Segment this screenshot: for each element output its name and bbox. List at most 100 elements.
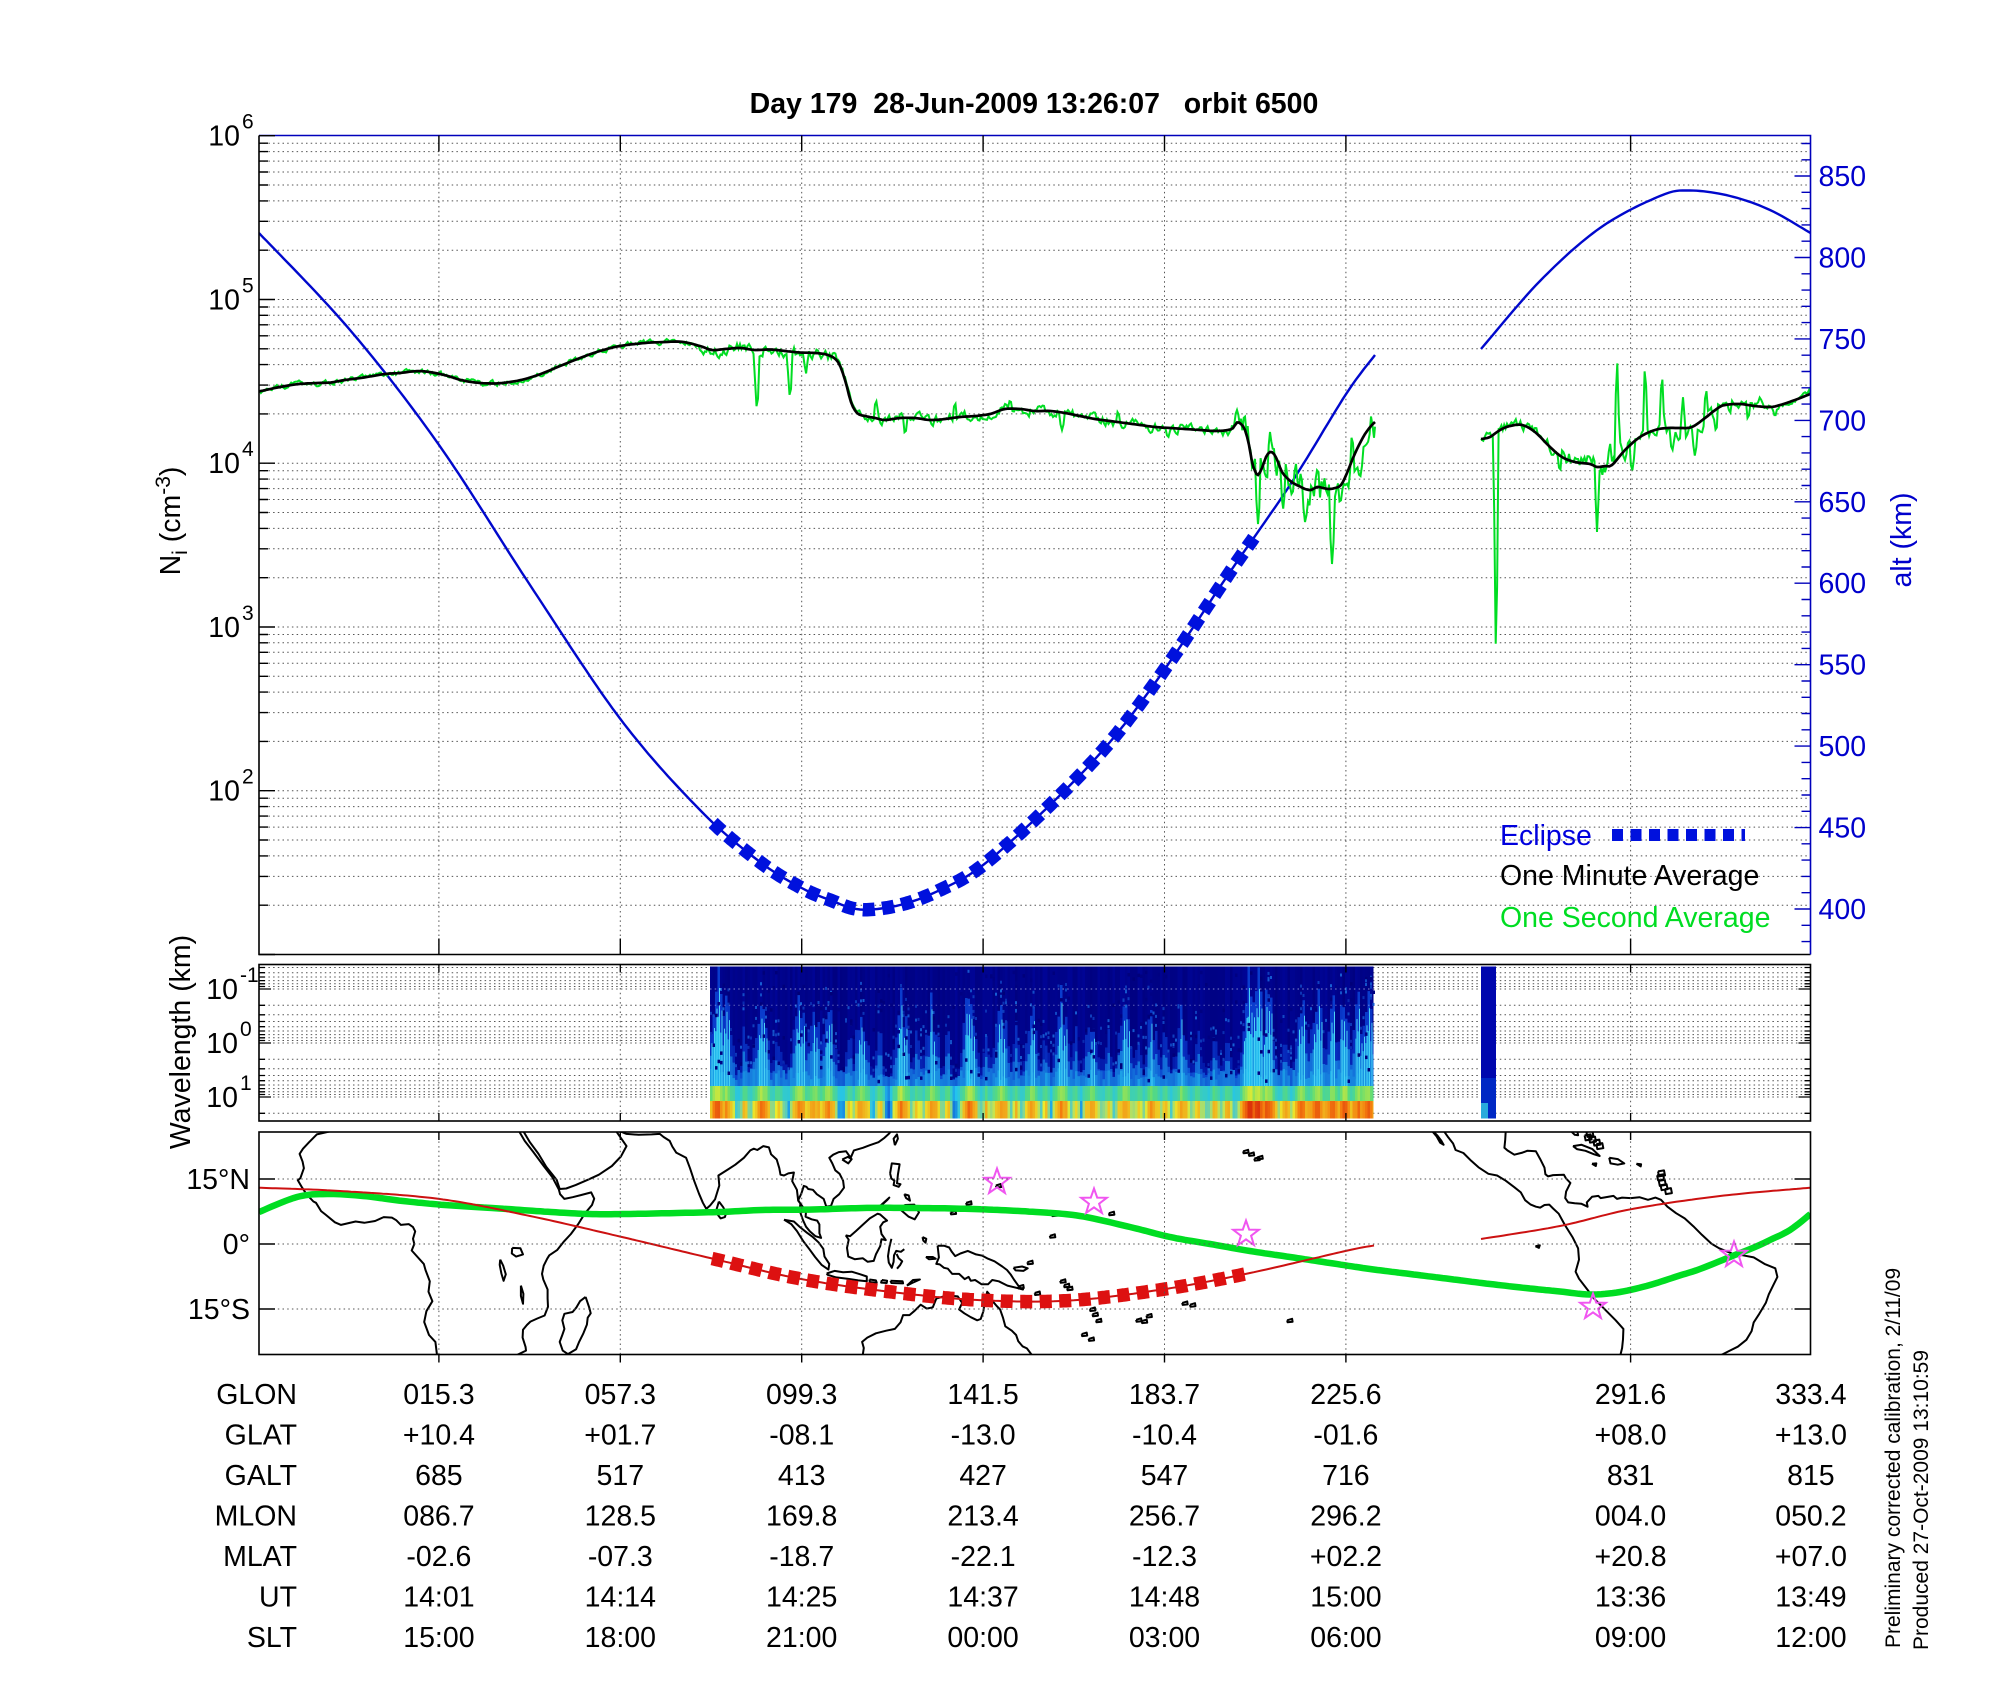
svg-text:800: 800	[1819, 243, 1867, 275]
svg-text:10: 10	[208, 285, 240, 317]
svg-text:685: 685	[415, 1460, 463, 1492]
svg-text:10: 10	[208, 612, 240, 644]
svg-text:5: 5	[242, 275, 254, 298]
svg-text:-12.3: -12.3	[1132, 1541, 1197, 1573]
svg-text:09:00: 09:00	[1595, 1622, 1666, 1654]
svg-text:500: 500	[1819, 731, 1867, 763]
svg-text:600: 600	[1819, 568, 1867, 600]
svg-text:750: 750	[1819, 324, 1867, 356]
svg-text:15°N: 15°N	[186, 1164, 250, 1196]
svg-text:169.8: 169.8	[766, 1501, 837, 1533]
svg-text:-1: -1	[240, 964, 259, 987]
svg-text:0°: 0°	[223, 1229, 250, 1261]
svg-text:183.7: 183.7	[1129, 1379, 1200, 1411]
svg-text:+02.2: +02.2	[1310, 1541, 1382, 1573]
svg-text:+08.0: +08.0	[1595, 1420, 1667, 1452]
svg-text:13:36: 13:36	[1595, 1582, 1666, 1614]
svg-text:400: 400	[1819, 894, 1867, 926]
svg-text:517: 517	[597, 1460, 645, 1492]
svg-text:4: 4	[242, 438, 254, 461]
svg-text:-10.4: -10.4	[1132, 1420, 1197, 1452]
svg-text:GLAT: GLAT	[225, 1420, 297, 1452]
svg-text:333.4: 333.4	[1775, 1379, 1846, 1411]
svg-text:14:14: 14:14	[585, 1582, 656, 1614]
svg-text:18:00: 18:00	[585, 1622, 656, 1654]
svg-text:Eclipse: Eclipse	[1500, 820, 1592, 852]
svg-text:-18.7: -18.7	[769, 1541, 834, 1573]
svg-text:225.6: 225.6	[1310, 1379, 1381, 1411]
svg-text:-13.0: -13.0	[951, 1420, 1016, 1452]
svg-text:10: 10	[206, 974, 238, 1006]
svg-text:700: 700	[1819, 405, 1867, 437]
svg-text:Wavelength (km): Wavelength (km)	[165, 935, 197, 1149]
svg-text:10: 10	[206, 1082, 238, 1114]
svg-text:21:00: 21:00	[766, 1622, 837, 1654]
svg-text:One Second Average: One Second Average	[1500, 902, 1770, 934]
svg-text:alt (km): alt (km)	[1886, 493, 1918, 588]
svg-text:MLAT: MLAT	[223, 1541, 297, 1573]
svg-text:One Minute Average: One Minute Average	[1500, 860, 1759, 892]
svg-text:14:01: 14:01	[403, 1582, 474, 1614]
svg-text:GALT: GALT	[225, 1460, 297, 1492]
svg-text:004.0: 004.0	[1595, 1501, 1666, 1533]
svg-text:06:00: 06:00	[1310, 1622, 1381, 1654]
svg-text:10: 10	[208, 448, 240, 480]
svg-text:14:48: 14:48	[1129, 1582, 1200, 1614]
svg-text:13:49: 13:49	[1775, 1582, 1846, 1614]
svg-text:0: 0	[240, 1018, 252, 1041]
svg-text:03:00: 03:00	[1129, 1622, 1200, 1654]
svg-text:2: 2	[242, 766, 254, 789]
svg-text:-02.6: -02.6	[406, 1541, 471, 1573]
svg-text:MLON: MLON	[215, 1501, 297, 1533]
svg-text:+01.7: +01.7	[584, 1420, 656, 1452]
svg-text:+10.4: +10.4	[403, 1420, 475, 1452]
svg-text:3: 3	[242, 602, 254, 625]
svg-text:141.5: 141.5	[947, 1379, 1018, 1411]
svg-text:099.3: 099.3	[766, 1379, 837, 1411]
svg-text:14:25: 14:25	[766, 1582, 837, 1614]
svg-text:057.3: 057.3	[585, 1379, 656, 1411]
svg-text:15:00: 15:00	[1310, 1582, 1381, 1614]
svg-text:00:00: 00:00	[947, 1622, 1018, 1654]
svg-text:450: 450	[1819, 813, 1867, 845]
svg-text:12:00: 12:00	[1775, 1622, 1846, 1654]
svg-text:+20.8: +20.8	[1595, 1541, 1667, 1573]
svg-text:413: 413	[778, 1460, 826, 1492]
svg-text:128.5: 128.5	[585, 1501, 656, 1533]
svg-text:10: 10	[208, 121, 240, 153]
svg-text:050.2: 050.2	[1775, 1501, 1846, 1533]
svg-text:427: 427	[959, 1460, 1007, 1492]
svg-text:256.7: 256.7	[1129, 1501, 1200, 1533]
svg-text:+13.0: +13.0	[1775, 1420, 1847, 1452]
svg-text:10: 10	[206, 1028, 238, 1060]
svg-text:086.7: 086.7	[403, 1501, 474, 1533]
svg-text:550: 550	[1819, 650, 1867, 682]
svg-text:Produced 27-Oct-2009 13:10:59: Produced 27-Oct-2009 13:10:59	[1910, 1350, 1933, 1650]
svg-text:-22.1: -22.1	[951, 1541, 1016, 1573]
svg-text:+07.0: +07.0	[1775, 1541, 1847, 1573]
svg-text:850: 850	[1819, 161, 1867, 193]
svg-text:-01.6: -01.6	[1313, 1420, 1378, 1452]
svg-text:6: 6	[242, 111, 254, 134]
svg-text:15:00: 15:00	[403, 1622, 474, 1654]
svg-text:296.2: 296.2	[1310, 1501, 1381, 1533]
svg-text:831: 831	[1607, 1460, 1655, 1492]
svg-text:815: 815	[1787, 1460, 1835, 1492]
svg-text:UT: UT	[259, 1582, 297, 1614]
svg-text:-08.1: -08.1	[769, 1420, 834, 1452]
svg-text:716: 716	[1322, 1460, 1370, 1492]
svg-text:213.4: 213.4	[947, 1501, 1018, 1533]
svg-text:015.3: 015.3	[403, 1379, 474, 1411]
svg-text:GLON: GLON	[216, 1379, 297, 1411]
svg-text:10: 10	[208, 776, 240, 808]
svg-text:Preliminary corrected calibrat: Preliminary corrected calibration, 2/11/…	[1882, 1268, 1905, 1648]
svg-text:14:37: 14:37	[947, 1582, 1018, 1614]
svg-text:547: 547	[1141, 1460, 1189, 1492]
svg-text:SLT: SLT	[247, 1622, 297, 1654]
svg-text:15°S: 15°S	[188, 1294, 250, 1326]
svg-text:650: 650	[1819, 487, 1867, 519]
svg-text:-07.3: -07.3	[588, 1541, 653, 1573]
svg-text:Day 179 28-Jun-2009 13:26:07: Day 179 28-Jun-2009 13:26:07 orbit 6500	[750, 88, 1319, 120]
svg-text:291.6: 291.6	[1595, 1379, 1666, 1411]
svg-text:1: 1	[240, 1072, 252, 1095]
